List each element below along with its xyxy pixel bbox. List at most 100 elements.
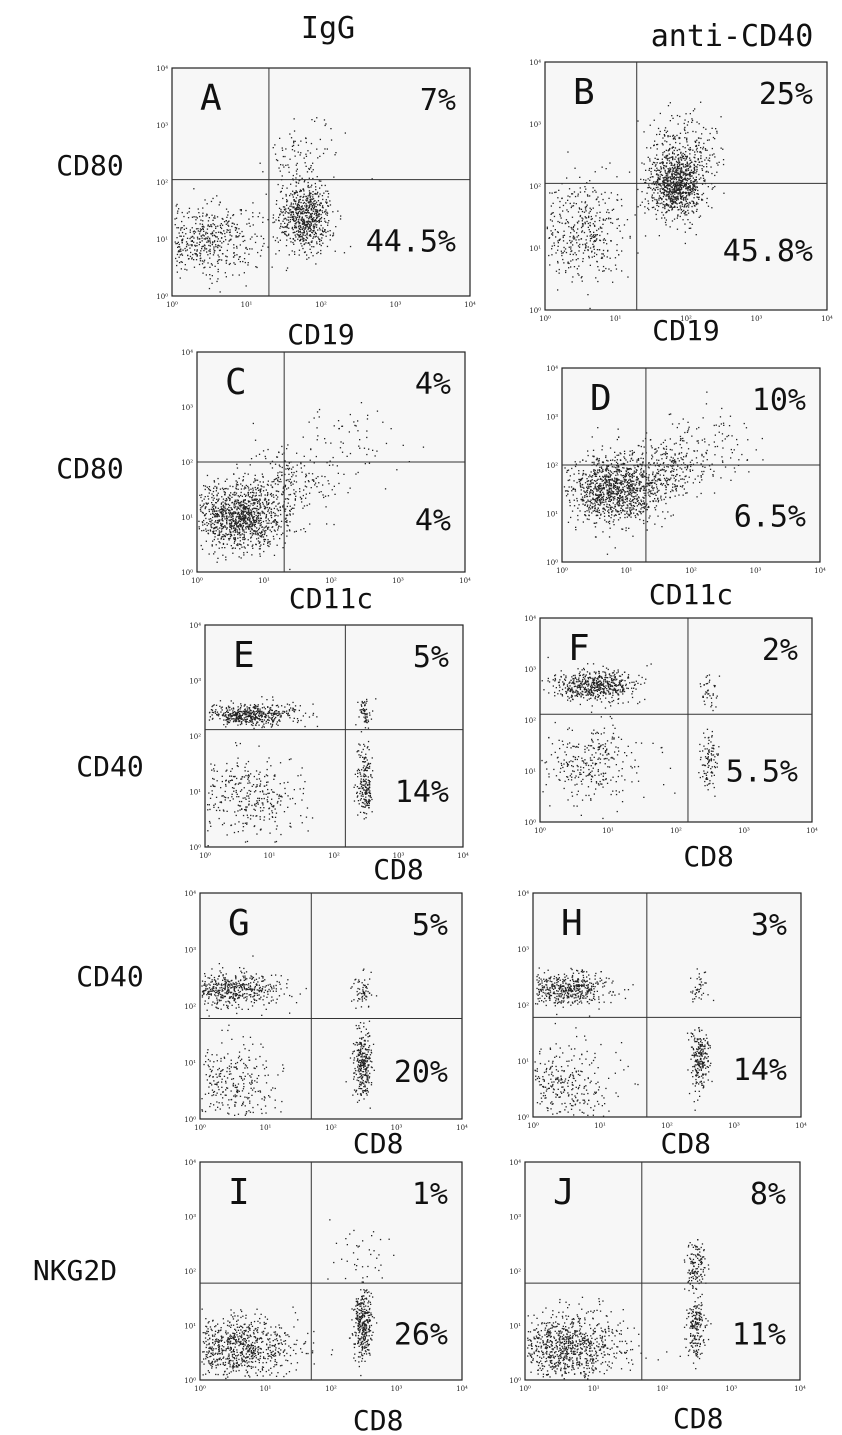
event-point [601,256,603,258]
event-point [279,239,281,241]
event-point [259,553,261,555]
event-point [610,221,612,224]
event-point [292,207,294,209]
event-point [601,480,603,482]
event-point [300,140,302,142]
event-point [300,529,302,531]
event-point [294,226,296,229]
event-point [295,177,297,179]
event-point [242,503,244,506]
event-point [634,502,636,504]
event-point [225,512,228,514]
event-point [722,159,725,161]
event-point [213,497,215,499]
y-tick-label: 10³ [181,404,193,412]
event-point [204,488,206,491]
event-point [666,141,668,143]
event-point [260,532,262,535]
event-point [216,513,218,516]
event-point [210,526,212,528]
event-point [644,489,646,492]
event-point [257,540,260,542]
event-point [183,215,185,218]
event-point [660,185,662,187]
event-point [606,474,608,476]
y-tick-label: 10⁰ [156,293,168,301]
event-point [242,518,244,520]
event-point [682,179,685,181]
event-point [722,148,724,150]
event-point [676,206,678,208]
event-point [602,499,605,501]
event-point [252,511,255,513]
event-point [254,507,256,510]
event-point [700,157,702,159]
event-point [224,232,226,235]
event-point [176,253,179,256]
event-point [668,196,670,198]
event-point [691,181,693,184]
event-point [663,151,666,153]
event-point [310,165,312,167]
event-point [592,494,595,496]
event-point [189,237,191,240]
event-point [644,182,646,184]
event-point [235,523,238,525]
event-point [586,220,588,223]
event-point [667,184,669,186]
event-point [318,204,321,206]
event-point [366,453,368,456]
event-point [234,547,236,549]
event-point [323,192,325,194]
event-point [279,537,281,540]
event-point [248,510,250,513]
event-point [580,498,582,500]
y-tick-label: 10⁴ [181,349,193,357]
event-point [674,147,677,149]
event-point [619,494,621,497]
event-point [221,509,223,511]
event-point [319,233,322,236]
event-point [207,532,209,534]
event-point [215,515,217,517]
event-point [676,166,678,168]
event-point [695,234,697,236]
event-point [222,542,225,545]
event-point [612,208,615,210]
event-point [602,239,605,241]
event-point [233,513,235,515]
event-point [196,255,198,257]
event-point [286,226,288,228]
event-point [210,233,212,235]
event-point [654,509,657,511]
event-point [696,193,698,195]
event-point [208,244,210,247]
event-point [259,548,261,550]
event-point [670,206,673,208]
event-point [299,236,302,238]
event-point [629,454,631,456]
event-point [249,511,251,514]
event-point [232,547,234,549]
event-point [252,544,254,546]
event-point [268,522,270,524]
event-point [279,213,281,215]
event-point [687,202,689,204]
event-point [567,262,569,264]
event-point [302,238,304,240]
event-point [605,218,608,220]
event-point [584,495,586,497]
event-point [587,504,589,506]
event-point [180,268,182,270]
event-point [670,197,672,199]
event-point [657,498,659,500]
event-point [581,210,584,213]
event-point [618,225,620,227]
event-point [567,493,569,495]
event-point [671,208,674,210]
event-point [677,196,679,198]
event-point [203,498,205,500]
event-point [575,463,577,465]
event-point [204,507,206,510]
event-point [656,491,658,493]
